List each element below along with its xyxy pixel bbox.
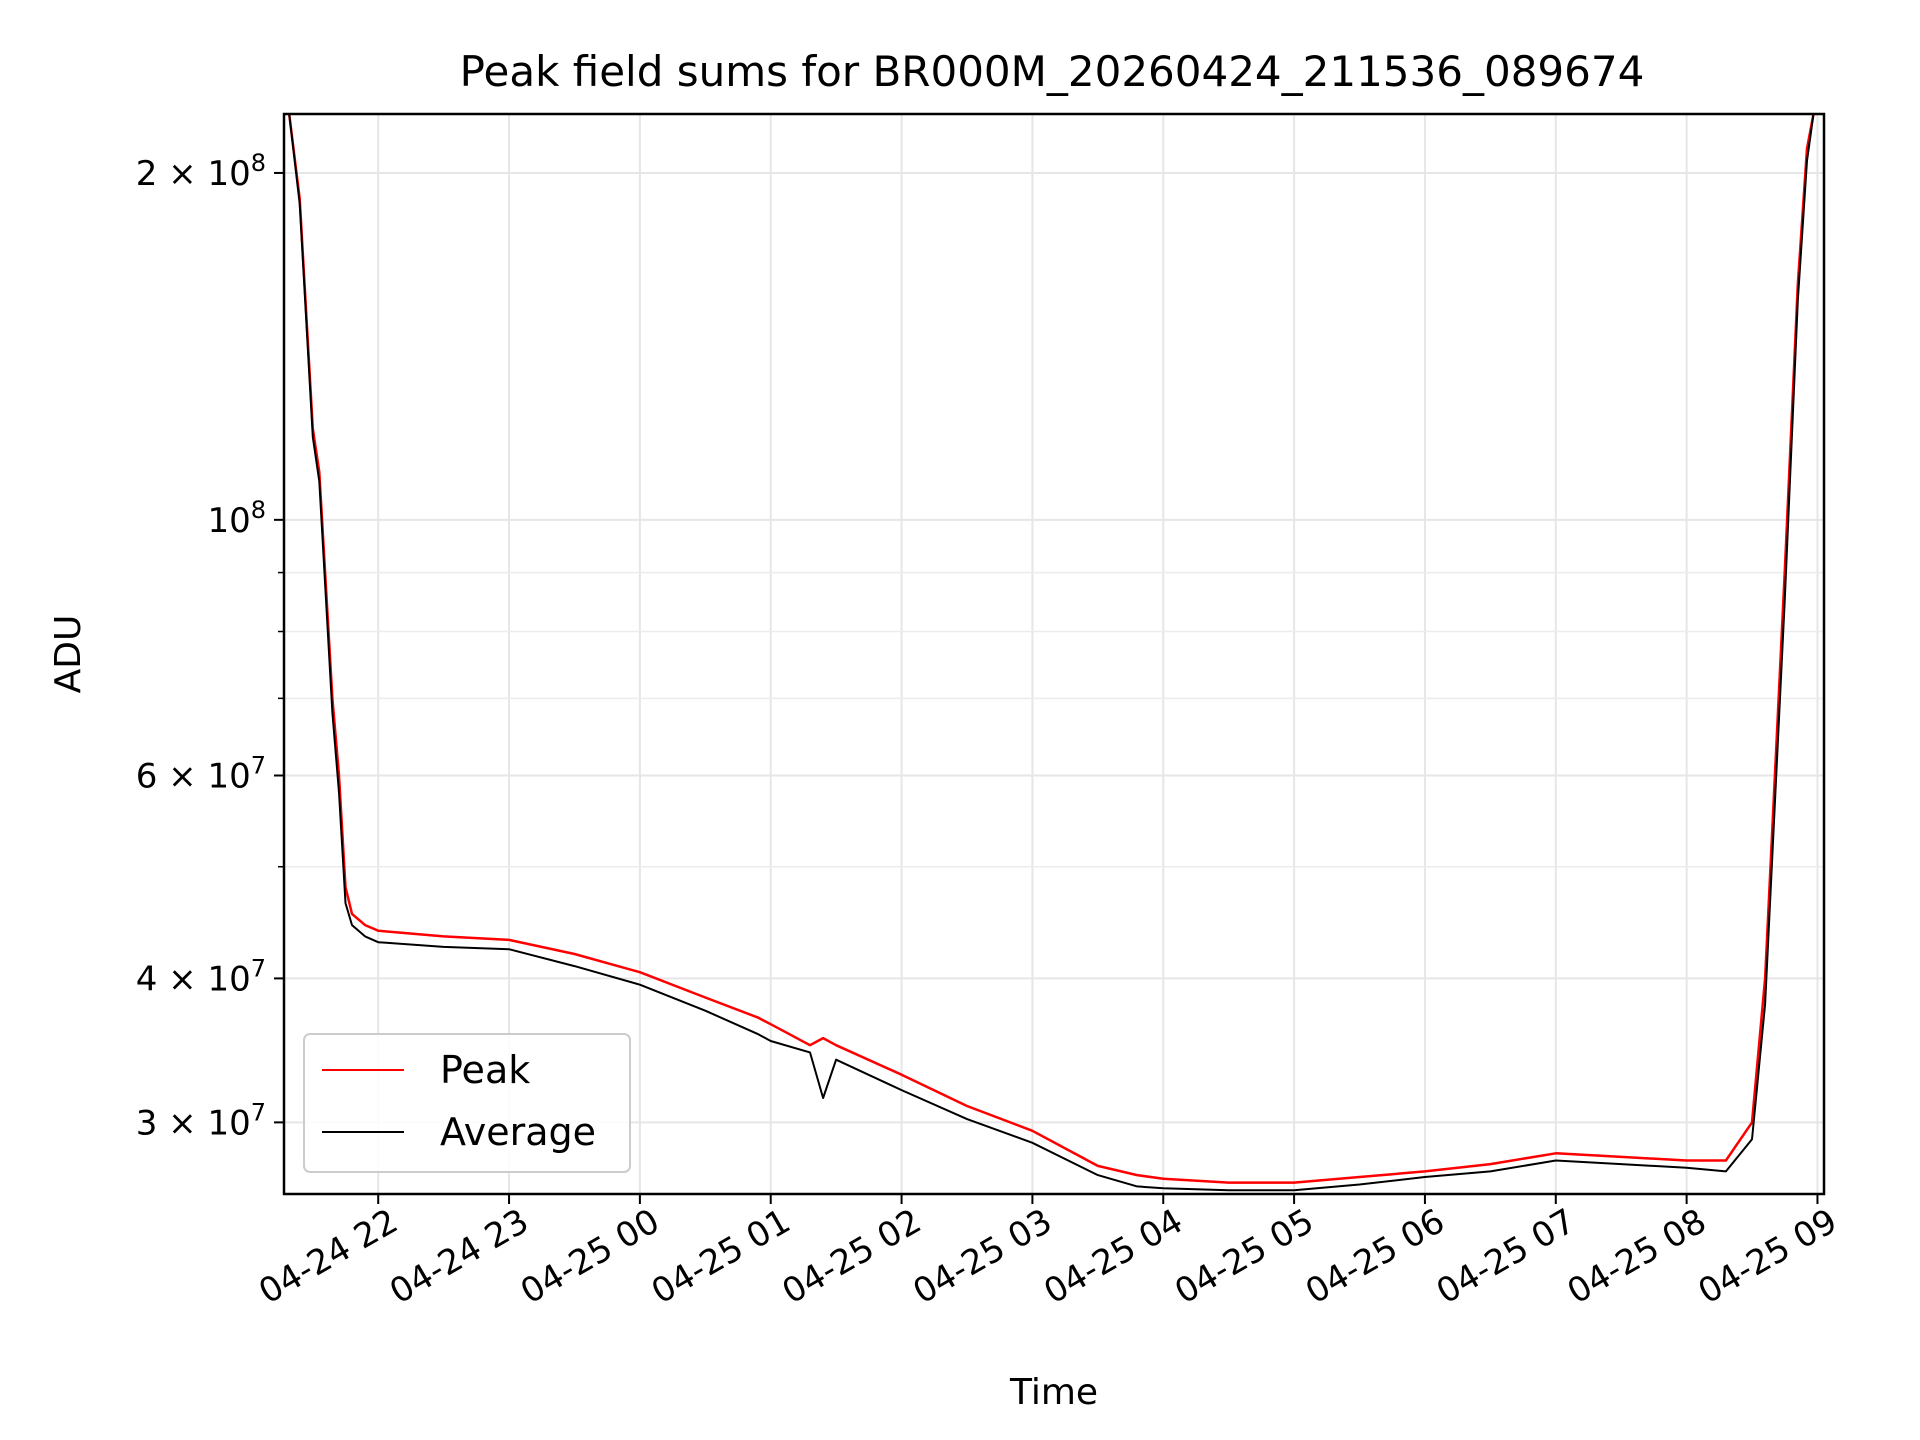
- y-tick-label: 2 × 108: [136, 149, 266, 194]
- y-tick-label: 108: [207, 496, 266, 541]
- series-line-peak: [287, 114, 1815, 1184]
- legend: Peak Average: [303, 1033, 631, 1173]
- x-axis-label: Time: [1009, 1372, 1098, 1413]
- gridlines: [284, 114, 1824, 1194]
- plot-frame: [282, 112, 1826, 1196]
- chart-title: Peak field sums for BR000M_20260424_2115…: [460, 47, 1645, 96]
- plot-lines: [287, 114, 1815, 1192]
- legend-box: [303, 1033, 631, 1173]
- y-tick-label: 4 × 107: [136, 954, 266, 999]
- y-tick-label: 6 × 107: [136, 751, 266, 796]
- legend-label-average: Average: [440, 1110, 596, 1154]
- y-axis: 2 × 108 108 6 × 107 4 × 107 3 × 107: [136, 149, 284, 1143]
- y-axis-label: ADU: [48, 615, 89, 694]
- series-line-average: [288, 114, 1815, 1192]
- y-tick-label: 3 × 107: [136, 1098, 266, 1143]
- legend-label-peak: Peak: [440, 1048, 530, 1092]
